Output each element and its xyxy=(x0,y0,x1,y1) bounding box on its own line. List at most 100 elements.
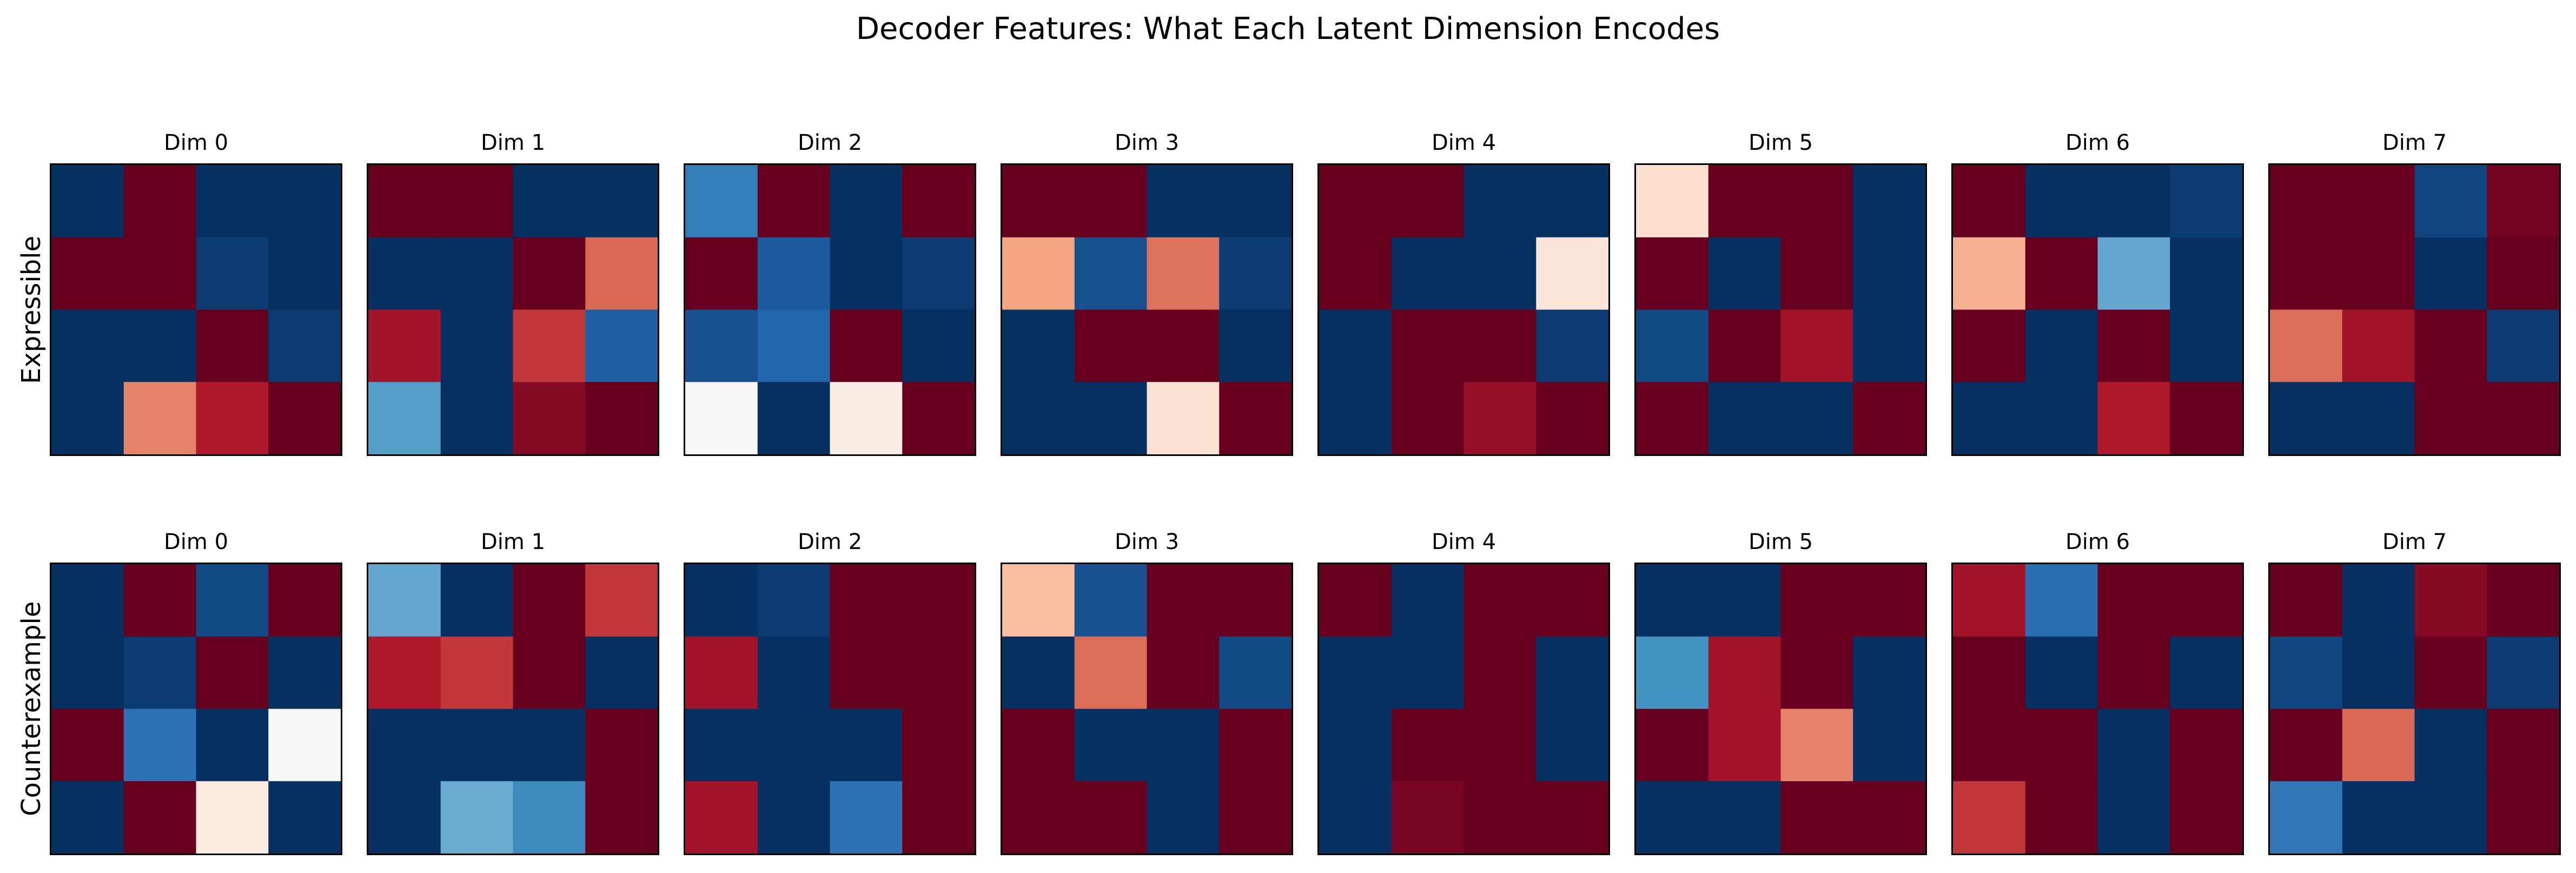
heatmap-panel xyxy=(1634,563,1927,855)
heatmap-cell xyxy=(1319,709,1393,782)
heatmap-cell xyxy=(196,309,269,383)
heatmap-svg xyxy=(2270,165,2559,454)
heatmap-cell xyxy=(830,709,903,782)
heatmap-cell xyxy=(1708,709,1782,782)
heatmap-cell xyxy=(2170,709,2242,782)
heatmap-cell xyxy=(2487,564,2559,638)
heatmap-panel xyxy=(2268,563,2561,855)
heatmap-cell xyxy=(1953,564,2027,638)
heatmap-cell xyxy=(1074,709,1148,782)
heatmap-cell xyxy=(902,237,975,310)
heatmap-panel xyxy=(1951,563,2244,855)
heatmap-cell xyxy=(1219,382,1292,454)
heatmap-cell xyxy=(2097,309,2171,383)
heatmap-cell xyxy=(1853,237,1925,310)
heatmap-panel xyxy=(367,563,659,855)
heatmap-cell xyxy=(2487,382,2559,454)
heatmap-cell xyxy=(123,382,197,454)
panel-title: Dim 3 xyxy=(1114,130,1180,155)
heatmap-cell xyxy=(2414,564,2488,638)
heatmap-cell xyxy=(1464,564,1537,638)
heatmap-cell xyxy=(902,636,975,710)
heatmap-cell xyxy=(1853,709,1925,782)
heatmap-cell xyxy=(1391,636,1465,710)
heatmap-cell xyxy=(1319,237,1393,310)
heatmap-cell xyxy=(1147,564,1220,638)
heatmap-cell xyxy=(1708,165,1782,239)
heatmap-cell xyxy=(2487,309,2559,383)
heatmap-cell xyxy=(1953,165,2027,239)
heatmap-cell xyxy=(1780,165,1854,239)
heatmap-cell xyxy=(1464,165,1537,239)
heatmap-cell xyxy=(440,237,514,310)
heatmap-cell xyxy=(2342,309,2415,383)
heatmap-cell xyxy=(2270,781,2343,854)
heatmap-cell xyxy=(2170,237,2242,310)
heatmap-cell xyxy=(685,309,759,383)
heatmap-cell xyxy=(513,382,586,454)
heatmap-cell xyxy=(2342,382,2415,454)
heatmap-cell xyxy=(2170,781,2242,854)
heatmap-cell xyxy=(1074,237,1148,310)
heatmap-cell xyxy=(1780,309,1854,383)
heatmap-cell xyxy=(368,237,442,310)
heatmap-cell xyxy=(1780,709,1854,782)
heatmap-cell xyxy=(1853,564,1925,638)
heatmap-cell xyxy=(1074,564,1148,638)
heatmap-cell xyxy=(2025,165,2098,239)
heatmap-cell xyxy=(830,564,903,638)
heatmap-cell xyxy=(1002,237,1076,310)
heatmap-cell xyxy=(196,237,269,310)
row-label: Expressible xyxy=(16,235,47,384)
heatmap-cell xyxy=(2487,165,2559,239)
heatmap-cell xyxy=(1953,309,2027,383)
heatmap-panel xyxy=(1634,163,1927,456)
heatmap-svg xyxy=(1002,165,1292,454)
heatmap-cell xyxy=(2025,237,2098,310)
heatmap-cell xyxy=(123,564,197,638)
heatmap-cell xyxy=(585,309,658,383)
heatmap-cell xyxy=(368,636,442,710)
heatmap-cell xyxy=(1464,781,1537,854)
heatmap-panel xyxy=(684,163,976,456)
heatmap-cell xyxy=(2270,165,2343,239)
heatmap-cell xyxy=(830,382,903,454)
heatmap-cell xyxy=(2414,382,2488,454)
heatmap-cell xyxy=(513,165,586,239)
heatmap-cell xyxy=(268,165,341,239)
heatmap-cell xyxy=(1636,237,1710,310)
heatmap-cell xyxy=(1953,781,2027,854)
heatmap-svg xyxy=(1636,165,1925,454)
heatmap-cell xyxy=(268,564,341,638)
heatmap-svg xyxy=(51,165,341,454)
panel-title: Dim 7 xyxy=(2382,530,2447,554)
heatmap-svg xyxy=(2270,564,2559,854)
heatmap-cell xyxy=(2025,781,2098,854)
heatmap-cell xyxy=(2270,309,2343,383)
heatmap-cell xyxy=(1147,165,1220,239)
heatmap-cell xyxy=(123,709,197,782)
heatmap-cell xyxy=(2342,636,2415,710)
heatmap-cell xyxy=(1780,636,1854,710)
heatmap-cell xyxy=(1853,636,1925,710)
heatmap-cell xyxy=(2097,564,2171,638)
heatmap-svg xyxy=(368,165,658,454)
heatmap-cell xyxy=(1853,309,1925,383)
heatmap-panel xyxy=(1001,563,1293,855)
heatmap-cell xyxy=(1319,781,1393,854)
heatmap-cell xyxy=(1074,165,1148,239)
heatmap-cell xyxy=(1391,382,1465,454)
heatmap-cell xyxy=(123,165,197,239)
heatmap-cell xyxy=(830,781,903,854)
heatmap-cell xyxy=(1636,165,1710,239)
heatmap-cell xyxy=(51,165,125,239)
heatmap-cell xyxy=(757,382,831,454)
heatmap-cell xyxy=(196,709,269,782)
heatmap-cell xyxy=(368,309,442,383)
heatmap-cell xyxy=(2270,636,2343,710)
heatmap-cell xyxy=(2414,309,2488,383)
panel-title: Dim 6 xyxy=(2065,530,2130,554)
heatmap-cell xyxy=(830,237,903,310)
heatmap-cell xyxy=(757,165,831,239)
heatmap-svg xyxy=(1319,165,1608,454)
